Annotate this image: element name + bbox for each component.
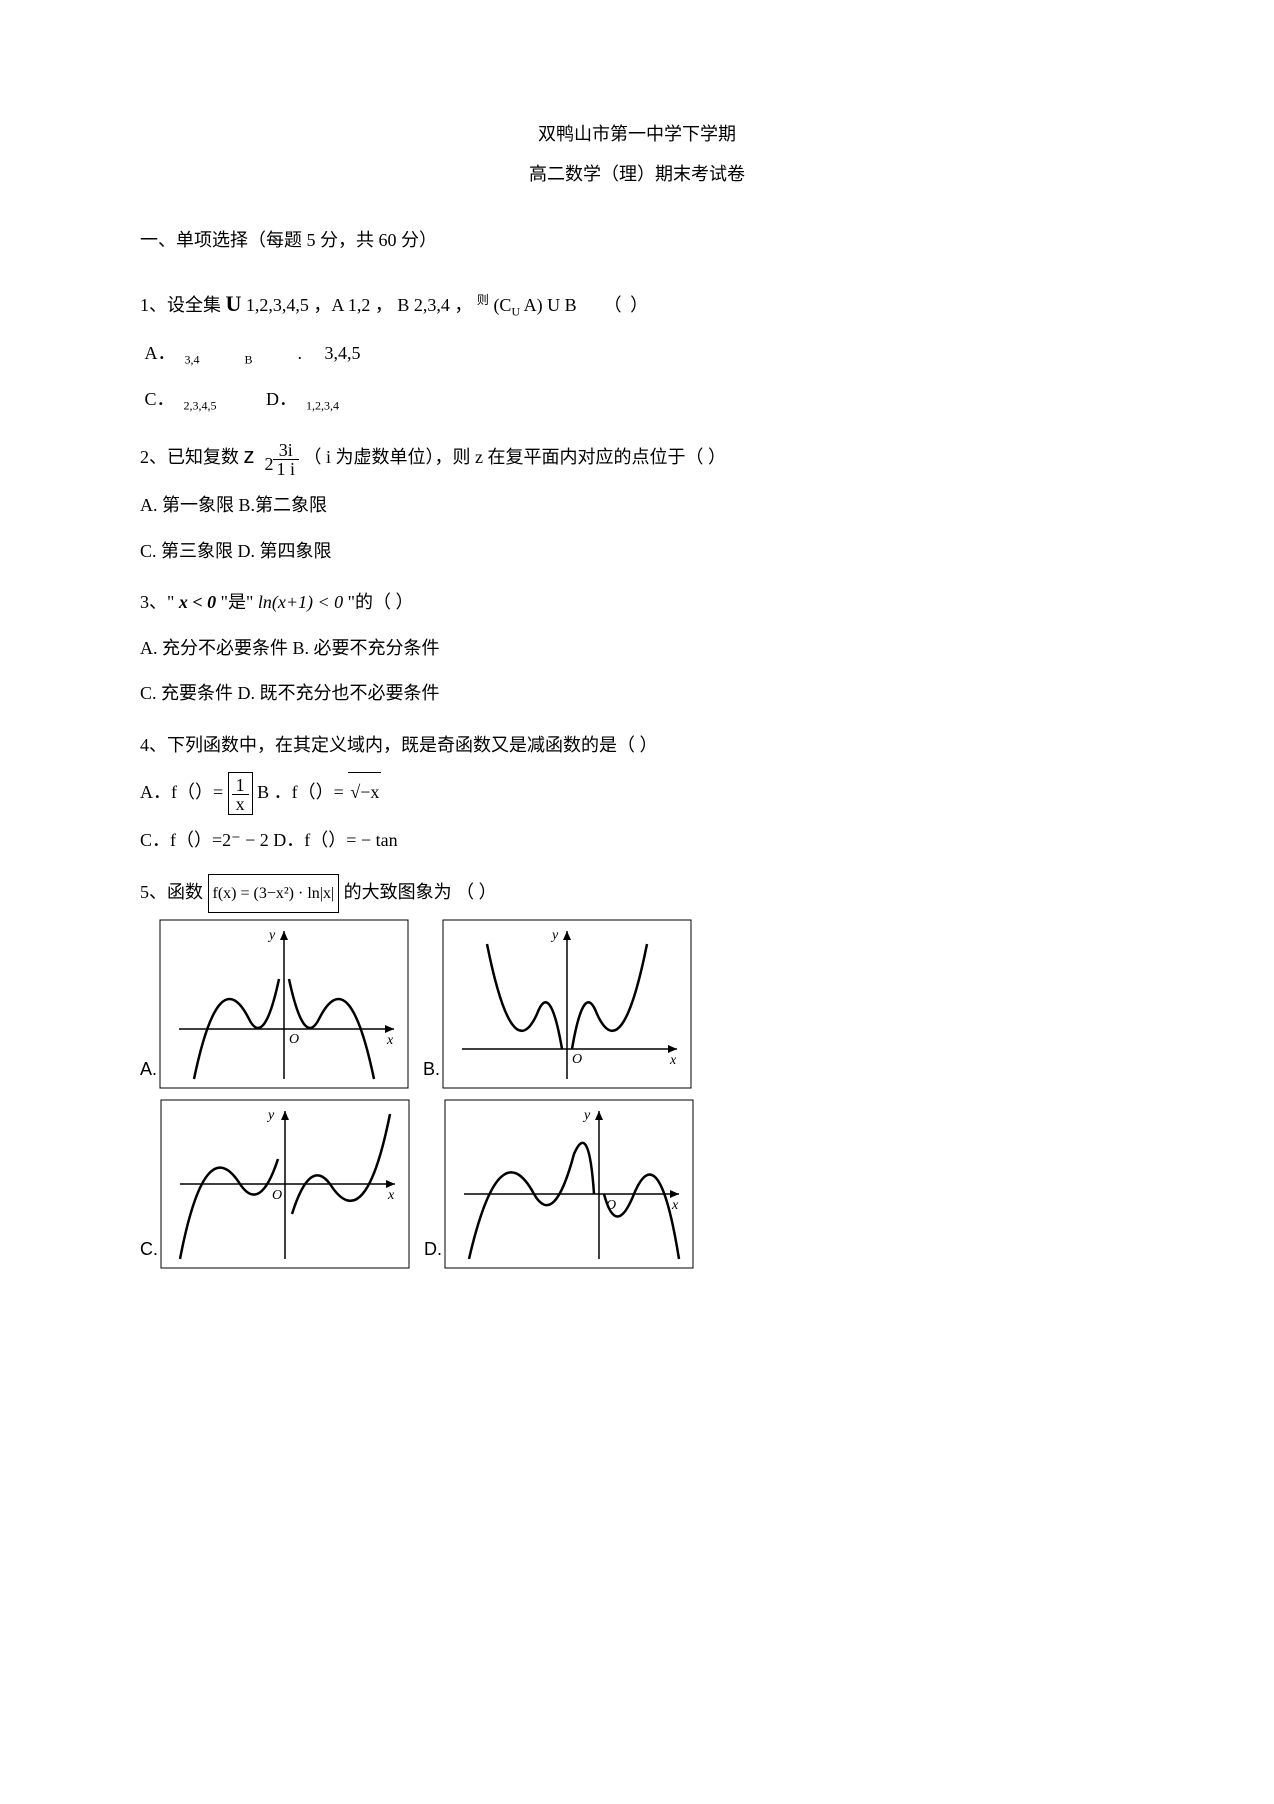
q4-optA-pre: A．f（）= xyxy=(140,782,223,802)
q2-opts-cd: C. 第三象限 D. 第四象限 xyxy=(140,532,1134,572)
q2-frac-num: 3i xyxy=(273,441,300,460)
q2-opts-ab: A. 第一象限 B.第二象限 xyxy=(140,486,1134,526)
q1-expr-rest: A) U B xyxy=(520,295,577,315)
q5-expr: f(x) = (3−x²) · ln|x| xyxy=(208,874,340,913)
graph-A-O: O xyxy=(289,1032,299,1047)
graph-label-A: A. xyxy=(140,1050,157,1090)
graph-label-D: D. xyxy=(424,1230,442,1270)
q1-ze: 则 xyxy=(477,293,489,307)
q1-optC-label: C． xyxy=(145,389,175,409)
graph-D-y: y xyxy=(582,1108,591,1123)
section-1-header: 一、单项选择（每题 5 分，共 60 分） xyxy=(140,226,1134,252)
q1-comma1: ， xyxy=(375,295,393,315)
graph-B-svg: x y O xyxy=(442,919,692,1089)
q4-optA-den: x xyxy=(232,795,249,813)
q2-frac-den: 1 i xyxy=(273,460,300,478)
set-u-symbol: U xyxy=(226,291,242,316)
q1-comma2: ， xyxy=(454,295,472,315)
graph-C-x: x xyxy=(387,1188,395,1203)
graph-option-D: D. x y O xyxy=(424,1099,694,1269)
q4-optA-num: 1 xyxy=(232,776,249,795)
q5-prefix: 5、函数 xyxy=(140,882,208,902)
q1-optB: 3,4,5 xyxy=(325,343,361,363)
question-2: 2、已知复数 z 2 3i 1 i （ i 为虚数单位），则 z 在复平面内对应… xyxy=(140,432,1134,572)
question-4: 4、下列函数中，在其定义域内，既是奇函数又是减函数的是（ ） A．f（）= 1 … xyxy=(140,726,1134,861)
graph-label-B: B. xyxy=(423,1050,440,1090)
q1-optD: 1,2,3,4 xyxy=(306,399,339,413)
q1-u-eq: 1,2,3,4,5 ，A 1,2 xyxy=(246,295,371,315)
graph-B-y: y xyxy=(550,928,559,943)
graph-C-O: O xyxy=(272,1188,282,1203)
q1-optA: 3,4 xyxy=(185,353,200,367)
page-subtitle: 高二数学（理）期末考试卷 xyxy=(140,160,1134,186)
q3-mid: "是" xyxy=(221,592,258,612)
graph-A-svg: x y O xyxy=(159,919,409,1089)
exam-page: 双鸭山市第一中学下学期 高二数学（理）期末考试卷 一、单项选择（每题 5 分，共… xyxy=(0,0,1274,1804)
q1-optD-label: D． xyxy=(266,389,297,409)
q2-mid: （ i 为虚数单位），则 z 在复平面内对应的点位于（ ） xyxy=(304,447,727,467)
page-title: 双鸭山市第一中学下学期 xyxy=(140,120,1134,146)
q1-optA-label: A． xyxy=(145,343,176,363)
q1-b-eq: B 2,3,4 xyxy=(397,295,450,315)
graph-label-C: C. xyxy=(140,1230,158,1270)
graph-B-O: O xyxy=(572,1052,582,1067)
q4-optB-pre: B ．f（）= xyxy=(257,782,344,802)
graph-A-y: y xyxy=(267,928,276,943)
q1-blank: （ ） xyxy=(604,295,651,315)
q4-stem: 4、下列函数中，在其定义域内，既是奇函数又是减函数的是（ ） xyxy=(140,726,1134,766)
graph-A-x: x xyxy=(386,1033,394,1048)
q2-prefix: 2、已知复数 xyxy=(140,447,244,467)
question-5: 5、函数 f(x) = (3−x²) · ln|x| 的大致图象为 （ ） A.… xyxy=(140,873,1134,1279)
graph-option-A: A. x y O xyxy=(140,919,409,1089)
question-1: 1、设全集 U 1,2,3,4,5 ，A 1,2 ， B 2,3,4 ， 则 (… xyxy=(140,280,1134,420)
graph-B-x: x xyxy=(669,1053,677,1068)
question-3: 3、" x < 0 "是" ln(x+1) < 0 "的（ ） A. 充分不必要… xyxy=(140,583,1134,714)
graph-D-x: x xyxy=(671,1198,679,1213)
q3-suffix: "的（ ） xyxy=(348,592,414,612)
q4-opts-cd: C．f（）=2⁻ − 2 D．f（）= − tan xyxy=(140,821,1134,861)
q1-prefix: 1、设全集 xyxy=(140,295,226,315)
q2-eq: 2 xyxy=(265,445,274,485)
q1-expr: (C xyxy=(493,295,511,315)
q3-cond2: ln(x+1) < 0 xyxy=(258,592,343,612)
q2-z: z xyxy=(244,443,255,468)
graph-C-svg: x y O xyxy=(160,1099,410,1269)
graph-C-y: y xyxy=(266,1108,275,1123)
graph-options: A. x y O B. xyxy=(140,919,760,1279)
graph-option-C: C. x y O xyxy=(140,1099,410,1269)
q3-opts-ab: A. 充分不必要条件 B. 必要不充分条件 xyxy=(140,629,1134,669)
q1-expr-sub: U xyxy=(511,305,520,319)
q1-optC: 2,3,4,5 xyxy=(184,399,217,413)
graph-option-B: B. x y O xyxy=(423,919,692,1089)
graph-D-svg: x y O xyxy=(444,1099,694,1269)
q5-suffix: 的大致图象为 （ ） xyxy=(344,882,497,902)
q3-cond1: x < 0 xyxy=(179,592,216,612)
q3-prefix: 3、" xyxy=(140,592,179,612)
q4-optB-sqrt: √−x xyxy=(348,772,381,813)
q3-opts-cd: C. 充要条件 D. 既不充分也不必要条件 xyxy=(140,674,1134,714)
q1-optB-label: B xyxy=(245,353,253,367)
